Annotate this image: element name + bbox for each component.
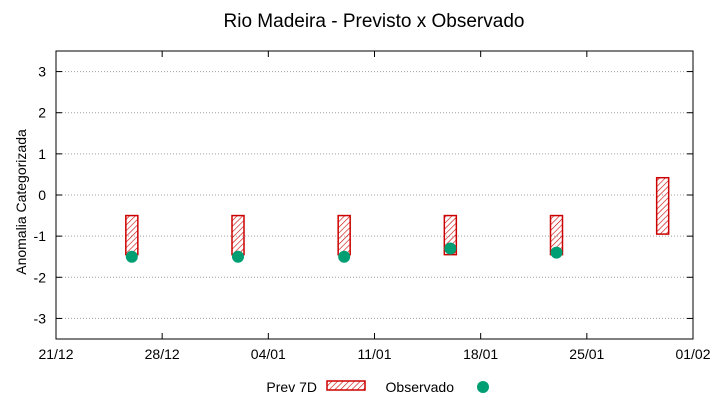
observed-points bbox=[125, 242, 563, 263]
forecast-bars bbox=[125, 176, 670, 256]
observed-point bbox=[125, 250, 138, 263]
x-tick-label: 28/12 bbox=[145, 346, 180, 362]
y-tick-label: 2 bbox=[38, 105, 46, 121]
y-tick-label: -3 bbox=[34, 310, 47, 326]
x-tick-labels: 21/12 28/12 04/01 11/01 18/01 25/01 01/02 bbox=[38, 346, 710, 362]
y-tick-label: -2 bbox=[34, 269, 47, 285]
legend-swatch-observado bbox=[477, 381, 489, 393]
grid-lines bbox=[56, 71, 693, 319]
x-tick-label: 11/01 bbox=[358, 346, 392, 362]
y-tick-label: 1 bbox=[38, 146, 46, 162]
legend: Prev 7D Observado bbox=[266, 379, 489, 395]
legend-label-prev: Prev 7D bbox=[266, 379, 317, 395]
observed-point bbox=[550, 246, 563, 259]
observed-point bbox=[338, 250, 351, 263]
forecast-bar bbox=[125, 214, 139, 256]
observed-point bbox=[444, 242, 457, 255]
forecast-bar bbox=[337, 214, 351, 256]
y-tick-labels: -3 -2 -1 0 1 2 3 bbox=[34, 64, 47, 327]
legend-swatch-prev bbox=[326, 380, 366, 391]
y-tick-label: -1 bbox=[34, 228, 47, 244]
y-axis-label: Anomalia Categorizada bbox=[13, 129, 29, 275]
x-tick-label: 21/12 bbox=[38, 346, 73, 362]
forecast-bar bbox=[655, 176, 670, 235]
y-tick-label: 3 bbox=[38, 64, 46, 80]
legend-label-observado: Observado bbox=[386, 379, 455, 395]
x-tick-label: 01/02 bbox=[675, 346, 710, 362]
x-tick-label: 18/01 bbox=[463, 346, 498, 362]
y-tick-label: 0 bbox=[38, 187, 46, 203]
observed-point bbox=[232, 250, 244, 263]
x-tick-label: 25/01 bbox=[569, 346, 604, 362]
x-tick-label: 04/01 bbox=[251, 346, 286, 362]
axis-ticks bbox=[55, 51, 694, 339]
forecast-bar bbox=[231, 214, 245, 256]
chart-title: Rio Madeira - Previsto x Observado bbox=[224, 11, 525, 32]
